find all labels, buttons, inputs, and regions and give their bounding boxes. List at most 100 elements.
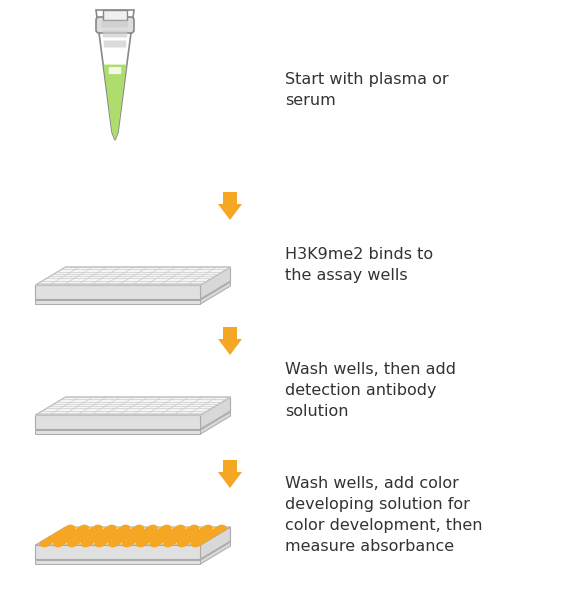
Polygon shape xyxy=(201,537,230,559)
Ellipse shape xyxy=(130,527,140,534)
Ellipse shape xyxy=(144,527,154,534)
Ellipse shape xyxy=(123,531,133,539)
Ellipse shape xyxy=(199,527,210,534)
Ellipse shape xyxy=(140,529,151,536)
Ellipse shape xyxy=(213,527,223,534)
Ellipse shape xyxy=(76,527,86,534)
Ellipse shape xyxy=(113,529,123,536)
Polygon shape xyxy=(201,277,230,299)
Ellipse shape xyxy=(136,540,146,547)
Polygon shape xyxy=(201,527,230,559)
Polygon shape xyxy=(36,527,230,545)
Ellipse shape xyxy=(84,538,94,545)
Ellipse shape xyxy=(161,534,171,540)
Ellipse shape xyxy=(167,538,177,545)
Polygon shape xyxy=(103,10,127,20)
Ellipse shape xyxy=(151,531,161,539)
FancyArrow shape xyxy=(218,192,242,220)
Ellipse shape xyxy=(81,531,92,539)
Ellipse shape xyxy=(180,538,190,545)
Polygon shape xyxy=(201,402,230,424)
Ellipse shape xyxy=(61,536,70,543)
Ellipse shape xyxy=(127,529,137,536)
Ellipse shape xyxy=(92,534,102,540)
Ellipse shape xyxy=(164,531,174,539)
Ellipse shape xyxy=(79,525,89,532)
FancyArrow shape xyxy=(218,460,242,488)
Polygon shape xyxy=(201,272,230,294)
Polygon shape xyxy=(201,407,230,429)
Ellipse shape xyxy=(217,525,227,532)
Ellipse shape xyxy=(202,534,212,540)
Ellipse shape xyxy=(137,531,147,539)
Ellipse shape xyxy=(147,534,157,540)
Polygon shape xyxy=(36,300,201,304)
Ellipse shape xyxy=(39,540,49,547)
Ellipse shape xyxy=(105,534,115,540)
Ellipse shape xyxy=(58,529,68,536)
Polygon shape xyxy=(36,425,201,429)
Ellipse shape xyxy=(98,538,108,545)
Ellipse shape xyxy=(62,527,72,534)
Ellipse shape xyxy=(109,531,119,539)
Ellipse shape xyxy=(154,529,164,536)
Ellipse shape xyxy=(174,534,184,540)
Ellipse shape xyxy=(94,540,104,547)
Ellipse shape xyxy=(191,531,202,539)
Polygon shape xyxy=(36,420,201,424)
Ellipse shape xyxy=(210,529,219,536)
Ellipse shape xyxy=(171,536,180,543)
FancyBboxPatch shape xyxy=(109,67,121,74)
Ellipse shape xyxy=(203,525,213,532)
Polygon shape xyxy=(36,430,201,434)
Polygon shape xyxy=(201,267,230,299)
Ellipse shape xyxy=(126,538,136,545)
Ellipse shape xyxy=(53,540,63,547)
Ellipse shape xyxy=(134,525,144,532)
Ellipse shape xyxy=(54,531,64,539)
Ellipse shape xyxy=(57,538,67,545)
Ellipse shape xyxy=(43,538,53,545)
Ellipse shape xyxy=(163,540,173,547)
Polygon shape xyxy=(36,397,230,415)
Ellipse shape xyxy=(72,529,81,536)
Ellipse shape xyxy=(68,531,78,539)
Polygon shape xyxy=(201,542,230,564)
Ellipse shape xyxy=(178,531,188,539)
Ellipse shape xyxy=(133,534,143,540)
Ellipse shape xyxy=(89,527,100,534)
FancyBboxPatch shape xyxy=(96,17,134,33)
Ellipse shape xyxy=(188,534,198,540)
Ellipse shape xyxy=(186,527,196,534)
Ellipse shape xyxy=(162,525,172,532)
Ellipse shape xyxy=(66,525,76,532)
Ellipse shape xyxy=(198,536,208,543)
Ellipse shape xyxy=(157,536,167,543)
FancyBboxPatch shape xyxy=(104,40,126,48)
Ellipse shape xyxy=(120,525,130,532)
FancyArrow shape xyxy=(218,327,242,355)
Ellipse shape xyxy=(196,529,205,536)
Ellipse shape xyxy=(143,536,153,543)
Ellipse shape xyxy=(102,536,112,543)
Ellipse shape xyxy=(158,527,168,534)
Ellipse shape xyxy=(182,529,191,536)
Polygon shape xyxy=(36,290,201,294)
Ellipse shape xyxy=(190,540,201,547)
Ellipse shape xyxy=(205,531,215,539)
Text: Wash wells, then add
detection antibody
solution: Wash wells, then add detection antibody … xyxy=(285,362,456,418)
Polygon shape xyxy=(36,555,201,559)
Ellipse shape xyxy=(108,540,118,547)
Text: Wash wells, add color
developing solution for
color development, then
measure ab: Wash wells, add color developing solutio… xyxy=(285,476,482,554)
Polygon shape xyxy=(36,415,201,429)
PathPatch shape xyxy=(96,10,134,140)
Polygon shape xyxy=(201,397,230,429)
Ellipse shape xyxy=(112,538,122,545)
Ellipse shape xyxy=(74,536,84,543)
Text: H3K9me2 binds to
the assay wells: H3K9me2 binds to the assay wells xyxy=(285,247,433,283)
Ellipse shape xyxy=(149,540,159,547)
Ellipse shape xyxy=(184,536,194,543)
Ellipse shape xyxy=(100,529,109,536)
Ellipse shape xyxy=(129,536,139,543)
FancyBboxPatch shape xyxy=(102,30,127,37)
